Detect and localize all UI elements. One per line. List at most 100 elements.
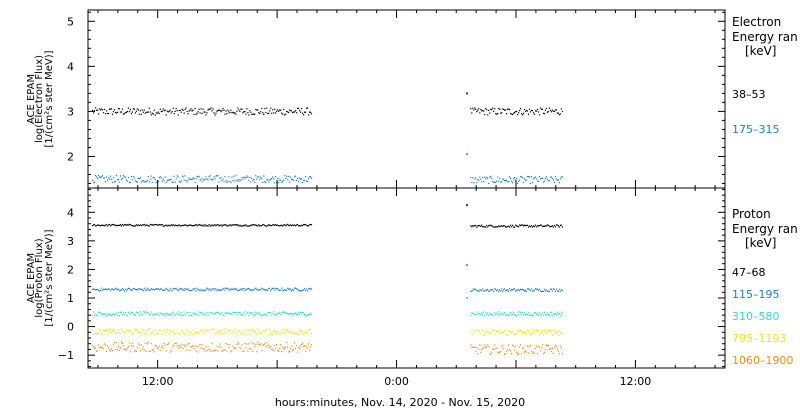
electron-data-point [493, 181, 495, 183]
proton-data-point [518, 314, 520, 316]
proton-data-point [164, 224, 166, 226]
electron-data-point [139, 110, 141, 112]
electron-data-point [303, 179, 305, 181]
proton-data-point [474, 329, 476, 331]
electron-data-point [103, 177, 106, 179]
proton-data-point [142, 224, 144, 226]
electron-data-point [125, 179, 127, 181]
electron-data-point [93, 112, 95, 114]
x-tick-label: 12:00 [142, 375, 174, 388]
proton-data-point [274, 330, 276, 332]
proton-data-point [279, 333, 281, 335]
electron-data-point [310, 111, 312, 113]
proton-data-point [197, 224, 199, 226]
electron-data-point [100, 176, 103, 178]
electron-data-point [304, 179, 306, 181]
electron-data-point [246, 108, 248, 110]
proton-data-point [106, 334, 109, 336]
proton-data-point [495, 226, 497, 228]
proton-data-point [180, 346, 182, 348]
proton-data-point [188, 289, 190, 291]
electron-data-point [171, 181, 173, 183]
proton-data-point [254, 314, 256, 316]
proton-data-point [161, 330, 163, 332]
proton-data-point [207, 288, 209, 290]
proton-data-point [301, 330, 303, 332]
proton-data-point [241, 289, 243, 291]
proton-data-point [179, 346, 181, 348]
proton-data-point [285, 289, 287, 292]
electron-data-point [267, 179, 269, 181]
proton-data-point [236, 289, 238, 291]
electron-data-point [553, 181, 555, 183]
electron-data-point [192, 109, 194, 111]
proton-data-point [120, 328, 122, 330]
proton-data-point [279, 312, 281, 314]
proton-data-point [142, 329, 144, 331]
electron-data-point [211, 179, 213, 181]
electron-data-point [495, 113, 497, 115]
proton-data-point [254, 345, 256, 347]
electron-data-point [101, 109, 104, 111]
electron-data-point [127, 107, 129, 109]
proton-data-point [231, 224, 233, 226]
electron-data-point [184, 108, 186, 110]
proton-data-point [546, 345, 548, 347]
electron-data-point [501, 112, 503, 114]
proton-data-point [540, 224, 543, 226]
electron-data-point [150, 114, 152, 116]
proton-data-point [177, 311, 179, 313]
proton-data-point [508, 290, 510, 292]
proton-data-point [531, 226, 534, 228]
electron-data-point [481, 181, 483, 183]
proton-data-point [173, 288, 175, 290]
proton-data-point [154, 224, 156, 226]
proton-data-point [169, 351, 171, 353]
proton-data-point [482, 313, 484, 315]
proton-data-point [488, 224, 490, 227]
proton-data-point [514, 226, 516, 228]
proton-data-point [133, 329, 135, 331]
proton-data-point [556, 311, 558, 313]
proton-data-point [154, 288, 156, 291]
proton-spike-point [466, 204, 468, 207]
proton-data-point [143, 311, 145, 313]
proton-data-point [123, 290, 125, 292]
proton-data-point [261, 225, 263, 227]
proton-data-point [184, 314, 186, 316]
proton-data-point [559, 224, 561, 226]
electron-data-point [142, 111, 144, 113]
proton-data-point [524, 289, 527, 291]
proton-data-point [178, 334, 180, 336]
proton-data-point [118, 224, 121, 226]
proton-data-point [208, 315, 210, 317]
proton-data-point [283, 224, 285, 226]
proton-data-point [103, 330, 106, 332]
proton-data-point [265, 289, 267, 292]
electron-data-point [479, 176, 481, 178]
electron-data-point [154, 114, 156, 116]
proton-data-point [271, 288, 273, 290]
proton-data-point [522, 288, 524, 290]
electron-data-point [489, 112, 491, 114]
electron-data-point [524, 110, 527, 113]
proton-data-point [547, 330, 549, 332]
electron-data-point [285, 113, 287, 115]
proton-data-point [520, 330, 522, 332]
proton-data-point [540, 314, 543, 316]
proton-data-point [116, 349, 119, 351]
proton-data-point [233, 347, 235, 349]
electron-data-point [106, 179, 109, 181]
electron-data-point [476, 182, 478, 184]
proton-data-point [265, 329, 267, 331]
electron-data-point [98, 176, 101, 178]
proton-data-point [104, 288, 107, 290]
proton-data-point [477, 314, 479, 316]
proton-data-point [537, 314, 540, 316]
proton-data-point [514, 349, 516, 351]
electron-data-point [471, 112, 473, 114]
proton-data-point [499, 289, 501, 291]
proton-data-point [535, 288, 538, 290]
electron-data-point [543, 180, 546, 182]
proton-data-point [130, 345, 132, 347]
